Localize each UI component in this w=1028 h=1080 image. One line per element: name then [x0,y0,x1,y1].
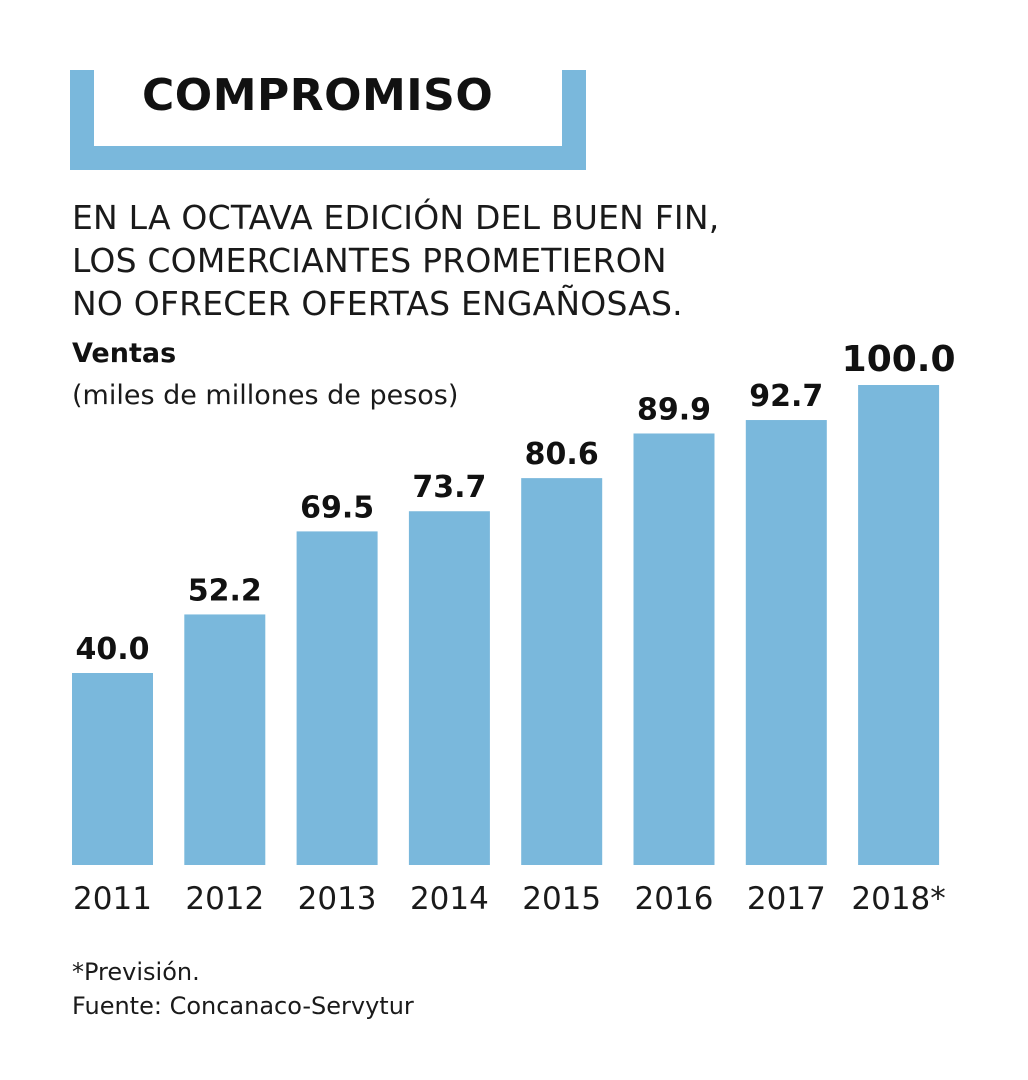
x-tick-label-0: 2011 [73,881,152,917]
bar-value-label-3: 73.7 [412,470,486,505]
x-tick-label-2: 2013 [298,881,377,917]
bar-1 [184,614,266,865]
subtitle-line-3: NO OFRECER OFERTAS ENGAÑOSAS. [72,284,683,323]
bar-0 [72,673,153,865]
footnote-source: Fuente: Concanaco-Servytur [72,992,414,1020]
bar-2 [296,531,378,865]
bar-3 [408,511,490,865]
bar-value-label-2: 69.5 [300,490,374,525]
bar-6 [745,420,827,865]
bar-value-label-0: 40.0 [75,632,149,667]
subtitle: EN LA OCTAVA EDICIÓN DEL BUEN FIN, LOS C… [72,196,719,325]
subtitle-line-1: EN LA OCTAVA EDICIÓN DEL BUEN FIN, [72,198,720,237]
x-tick-label-5: 2016 [635,881,714,917]
bar-value-label-5: 89.9 [637,392,711,427]
bar-value-label-6: 92.7 [749,379,823,414]
bar-4 [521,478,603,865]
header-title: COMPROMISO [142,70,494,121]
x-tick-label-4: 2015 [522,881,601,917]
x-tick-label-7: 2018* [851,881,945,917]
x-tick-label-1: 2012 [185,881,264,917]
subtitle-line-2: LOS COMERCIANTES PROMETIERON [72,241,667,280]
x-tick-label-6: 2017 [747,881,826,917]
footnote-note: *Previsión. [72,958,200,986]
frame-bottom-bar [70,146,586,170]
x-tick-label-3: 2014 [410,881,489,917]
chart-title: Ventas [72,338,177,369]
bar-chart: 40.0 2011 52.2 2012 69.5 2013 73.7 2014 80.6 2015… [72,339,956,917]
bar-value-label-1: 52.2 [188,573,262,608]
bar-5 [633,433,715,865]
y-axis-label: (miles de millones de pesos) [72,380,459,411]
bar-7 [858,385,940,865]
bar-value-label-7: 100.0 [842,339,956,380]
bar-value-label-4: 80.6 [525,437,599,472]
header-frame: COMPROMISO [70,70,586,170]
footnote: *Previsión. Fuente: Concanaco-Servytur [72,955,414,1023]
